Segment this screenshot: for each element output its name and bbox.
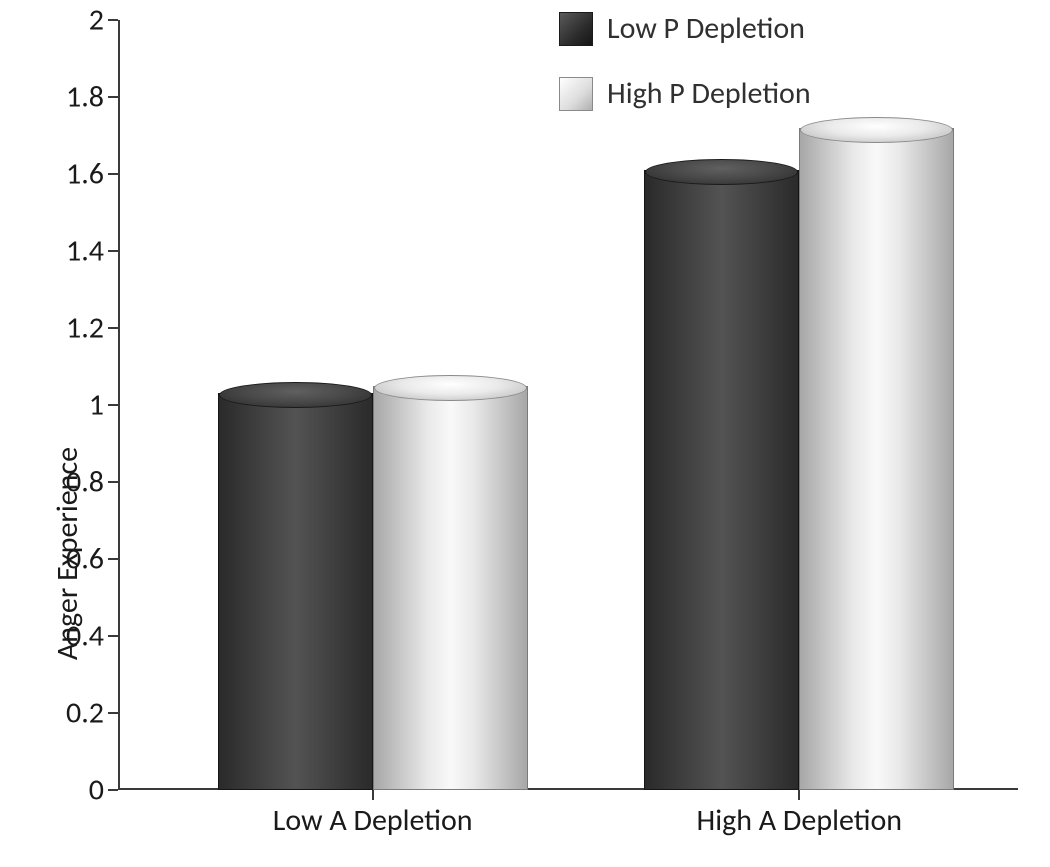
y-tick [108, 19, 118, 21]
bar-cap [645, 159, 798, 185]
legend: Low P Depletion High P Depletion [559, 10, 811, 112]
bar-light [373, 386, 528, 790]
bar-cap [219, 382, 372, 408]
x-tick-label: High A Depletion [697, 802, 902, 839]
y-tick [108, 789, 118, 791]
y-tick-label: 2 [89, 2, 104, 39]
legend-item: Low P Depletion [559, 10, 811, 47]
y-tick-label: 0.8 [66, 464, 104, 501]
y-tick [108, 558, 118, 560]
y-tick-label: 1.4 [66, 233, 104, 270]
bar-cap [374, 375, 527, 401]
anger-experience-bar-chart: Anger Experience 00.20.40.60.811.21.41.6… [0, 0, 1050, 867]
y-tick [108, 250, 118, 252]
x-tick [372, 790, 374, 800]
y-tick-label: 0.4 [66, 618, 104, 655]
y-tick-label: 1.8 [66, 79, 104, 116]
bar-cap [800, 117, 953, 143]
x-tick-label: Low A Depletion [273, 802, 473, 839]
y-tick [108, 173, 118, 175]
y-tick [108, 327, 118, 329]
x-tick [798, 790, 800, 800]
y-tick [108, 635, 118, 637]
bar-light [799, 128, 954, 790]
y-tick [108, 712, 118, 714]
legend-label: Low P Depletion [607, 10, 805, 47]
y-tick-label: 0.6 [66, 541, 104, 578]
legend-item: High P Depletion [559, 75, 811, 112]
y-axis-line [118, 20, 120, 790]
y-tick [108, 96, 118, 98]
y-tick-label: 1 [89, 387, 104, 424]
plot-area: 00.20.40.60.811.21.41.61.82Low A Depleti… [118, 20, 1018, 790]
y-tick [108, 404, 118, 406]
y-tick-label: 0 [89, 772, 104, 809]
y-tick-label: 1.6 [66, 156, 104, 193]
legend-label: High P Depletion [607, 75, 811, 112]
y-tick-label: 0.2 [66, 695, 104, 732]
bar-dark [644, 170, 799, 790]
bar-dark [218, 393, 373, 790]
legend-swatch-light [559, 77, 593, 111]
legend-swatch-dark [559, 12, 593, 46]
y-tick [108, 481, 118, 483]
y-tick-label: 1.2 [66, 310, 104, 347]
